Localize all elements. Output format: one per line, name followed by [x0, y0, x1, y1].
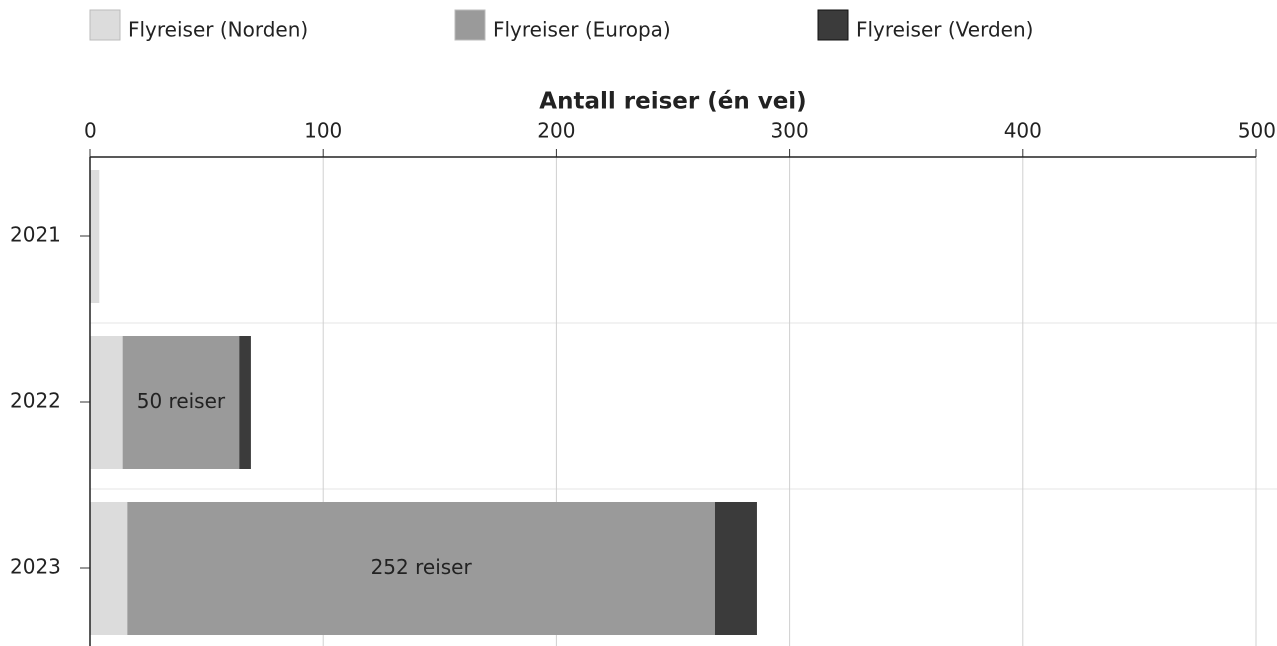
value-label: 252 reiser — [371, 555, 473, 579]
x-tick-label: 300 — [771, 119, 809, 143]
bar-segment — [90, 502, 128, 635]
x-tick-label: 0 — [84, 119, 97, 143]
value-label: 50 reiser — [137, 389, 226, 413]
y-tick-label: 2021 — [10, 223, 61, 247]
bar-segment — [122, 336, 240, 469]
x-tick-label: 500 — [1238, 119, 1276, 143]
y-tick-label: 2023 — [10, 555, 61, 579]
legend-label: Flyreiser (Europa) — [493, 18, 671, 42]
legend-swatch — [454, 9, 486, 41]
bar-segment — [127, 502, 715, 635]
legend-label: Flyreiser (Norden) — [128, 18, 308, 42]
x-tick-label: 200 — [537, 119, 575, 143]
bar-segment — [90, 336, 123, 469]
x-tick-label: 400 — [1004, 119, 1042, 143]
legend-swatch — [89, 9, 121, 41]
axis-title: Antall reiser (én vei) — [539, 89, 806, 115]
bar-segment — [90, 170, 100, 303]
legend-swatch — [817, 9, 849, 41]
bar-segment — [239, 336, 251, 469]
legend-label: Flyreiser (Verden) — [856, 18, 1033, 42]
bar-segment — [714, 502, 757, 635]
y-tick-label: 2022 — [10, 389, 61, 413]
x-tick-label: 100 — [304, 119, 342, 143]
